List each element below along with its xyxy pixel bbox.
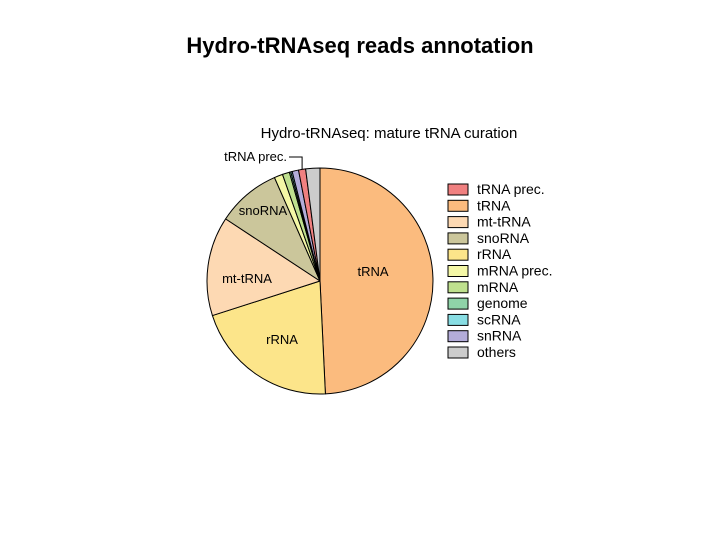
pie-slice-rrna [211,280,326,395]
slice-label-leader-trna-prec [289,156,303,170]
slice-label-snorna: snoRNA [239,203,288,218]
legend-swatch-snorna [447,232,469,245]
slice-label-rrna: rRNA [266,332,298,347]
legend-swatch-mrna-prec [447,265,469,277]
legend-label-mrna: mRNA [477,279,519,295]
slice-label-mt-trna: mt-tRNA [222,271,272,286]
pie-slices [206,167,434,395]
legend-swatch-genome [447,297,469,310]
pie-slice-labels: tRNA rRNA mt-tRNA snoRNA tRNA prec. [222,149,389,347]
legend-label-rrna: rRNA [477,246,512,262]
page-title: Hydro-tRNAseq reads annotation [186,33,534,58]
legend-label-mt-trna: mt-tRNA [477,214,531,230]
legend-swatch-snrna [447,330,469,343]
legend-swatch-rrna [447,248,469,261]
legend-swatch-mrna [447,281,469,294]
legend-label-snorna: snoRNA [477,230,530,246]
slice-label-trna: tRNA [357,264,388,279]
legend-swatch-trna [447,199,469,212]
legend-label-genome: genome [477,295,528,311]
legend-label-mrna-prec: mRNA prec. [477,263,552,279]
pie-slice-trna [319,167,434,395]
chart-title: Hydro-tRNAseq: mature tRNA curation [261,125,518,142]
legend-label-snrna: snRNA [477,328,522,344]
legend-swatch-others [447,346,469,359]
legend-label-others: others [477,344,516,360]
legend-label-trna: tRNA [477,197,511,213]
slice-label-trna-prec: tRNA prec. [224,149,287,164]
legend-label-scrna: scRNA [477,311,521,327]
legend-label-trna-prec: tRNA prec. [477,181,545,197]
legend-swatch-mt-trna [447,216,469,229]
pie-slice-others [305,167,321,282]
legend-swatch-trna-prec [447,183,469,196]
pie-slice-mt-trna [206,218,321,317]
legend-swatch-scrna [447,313,469,326]
